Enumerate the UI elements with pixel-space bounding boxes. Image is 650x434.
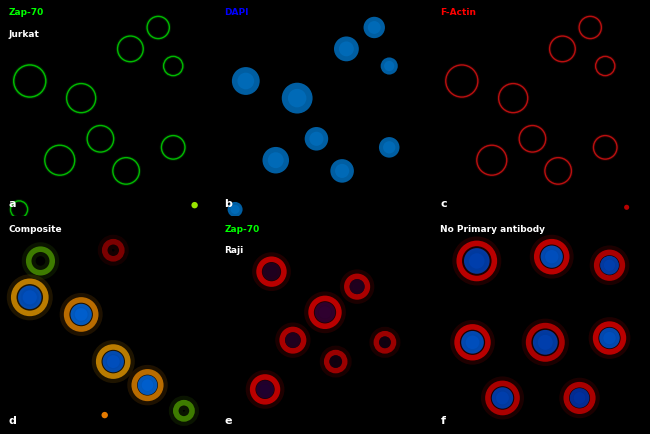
Circle shape [266, 266, 277, 277]
Text: a: a [8, 200, 16, 210]
Circle shape [541, 246, 563, 268]
Circle shape [492, 387, 514, 409]
Circle shape [368, 21, 381, 34]
Circle shape [18, 286, 42, 309]
Circle shape [288, 89, 306, 107]
Circle shape [75, 308, 88, 321]
Circle shape [330, 355, 342, 368]
Circle shape [103, 351, 124, 372]
Text: f: f [441, 416, 445, 426]
Circle shape [603, 332, 616, 344]
Circle shape [309, 132, 324, 146]
Circle shape [379, 137, 400, 158]
Circle shape [363, 17, 385, 38]
Circle shape [191, 202, 198, 208]
Circle shape [461, 331, 484, 354]
Circle shape [288, 335, 298, 345]
Circle shape [319, 306, 331, 319]
Circle shape [465, 335, 479, 349]
Circle shape [574, 392, 586, 404]
Circle shape [285, 332, 300, 348]
Circle shape [101, 412, 108, 418]
Text: Jurkat: Jurkat [8, 30, 39, 39]
Circle shape [138, 375, 157, 395]
Circle shape [256, 381, 274, 398]
Circle shape [23, 290, 37, 304]
Circle shape [107, 355, 120, 368]
Circle shape [624, 205, 629, 210]
Circle shape [538, 335, 552, 350]
Circle shape [604, 260, 615, 271]
Circle shape [259, 384, 270, 395]
Circle shape [384, 61, 395, 71]
Circle shape [332, 358, 339, 365]
Text: d: d [8, 416, 16, 426]
Text: Composite: Composite [8, 224, 62, 233]
Circle shape [231, 205, 240, 214]
Circle shape [350, 279, 365, 294]
Circle shape [464, 248, 489, 274]
Circle shape [381, 57, 398, 75]
Circle shape [227, 202, 242, 217]
Text: Zap-70: Zap-70 [224, 224, 259, 233]
Text: c: c [441, 200, 447, 210]
Text: DAPI: DAPI [224, 8, 249, 17]
Circle shape [379, 336, 391, 349]
Circle shape [334, 36, 359, 61]
Circle shape [352, 282, 361, 291]
Circle shape [232, 67, 260, 95]
Circle shape [263, 147, 289, 174]
Text: e: e [224, 416, 232, 426]
Text: b: b [224, 200, 232, 210]
Circle shape [545, 250, 558, 263]
Circle shape [237, 72, 254, 89]
Circle shape [496, 391, 509, 404]
Circle shape [330, 159, 354, 183]
Circle shape [569, 388, 590, 408]
Circle shape [469, 253, 484, 269]
Circle shape [281, 83, 313, 114]
Text: F-Actin: F-Actin [441, 8, 476, 17]
Circle shape [268, 152, 284, 168]
Circle shape [383, 141, 395, 154]
Circle shape [533, 330, 558, 355]
Circle shape [305, 127, 328, 151]
Circle shape [335, 164, 349, 178]
Circle shape [599, 328, 620, 349]
Circle shape [315, 302, 335, 322]
Circle shape [382, 339, 389, 346]
Circle shape [142, 379, 153, 391]
Text: Raji: Raji [224, 246, 244, 255]
Circle shape [600, 256, 619, 275]
Text: Zap-70: Zap-70 [8, 8, 44, 17]
Circle shape [339, 41, 354, 56]
Circle shape [70, 304, 92, 325]
Circle shape [263, 263, 280, 281]
Text: No Primary antibody: No Primary antibody [441, 224, 545, 233]
